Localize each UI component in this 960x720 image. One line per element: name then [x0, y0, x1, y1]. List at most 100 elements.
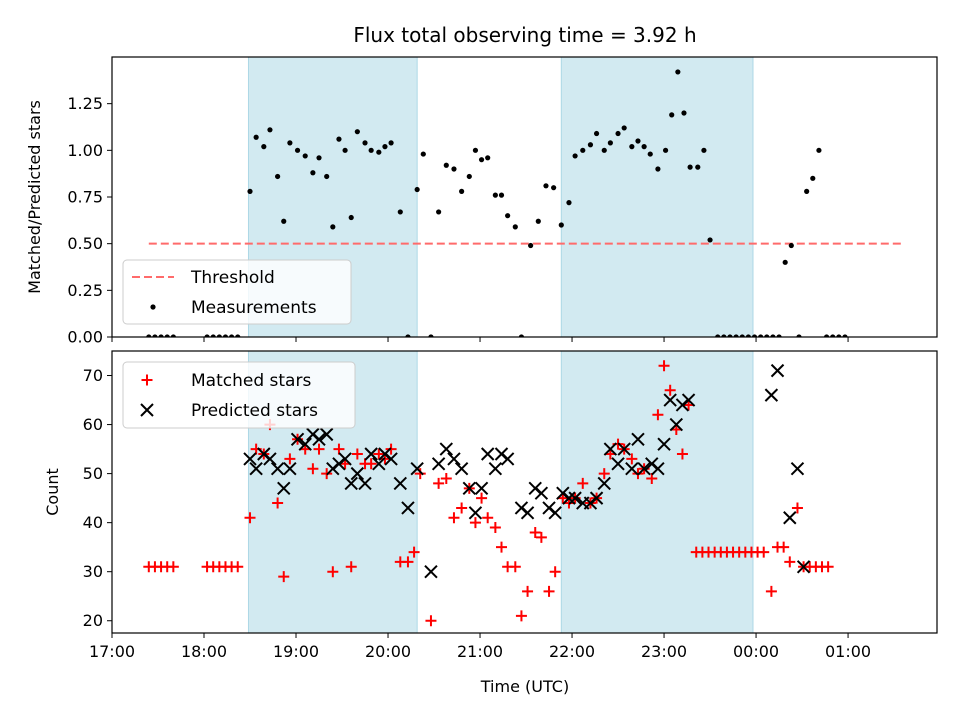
bottom-y-tick-label: 40: [83, 513, 103, 532]
matched-star-point: [351, 448, 363, 460]
bottom-y-tick-label: 60: [83, 415, 103, 434]
predicted-star-point: [520, 506, 535, 520]
predicted-star-point: [338, 452, 352, 466]
matched-star-point: [791, 502, 803, 514]
top-plot-area: [146, 69, 902, 337]
measurement-point: [405, 334, 411, 337]
predicted-star-point: [283, 461, 297, 476]
predicted-star-point: [500, 452, 515, 466]
matched-star-point: [440, 473, 452, 485]
x-tick-label: 19:00: [273, 642, 319, 661]
matched-star-point: [535, 531, 547, 543]
top-y-tick-label: 0.25: [67, 281, 103, 300]
predicted-star-point: [372, 457, 386, 471]
matched-star-point: [448, 512, 460, 524]
measurement-point: [216, 334, 222, 337]
predicted-star-point: [534, 486, 549, 500]
x-axis-label: Time (UTC): [480, 677, 569, 696]
measurement-point: [804, 188, 810, 194]
predicted-star-point: [657, 437, 671, 451]
x-tick-label: 23:00: [641, 642, 687, 661]
matched-star-point: [414, 468, 426, 480]
bottom-series-1: [243, 363, 811, 579]
measurement-point: [210, 334, 216, 337]
measurement-point: [669, 112, 675, 118]
predicted-star-point: [410, 461, 424, 476]
matched-star-point: [476, 492, 488, 504]
predicted-star-point: [277, 481, 291, 496]
matched-star-point: [778, 541, 790, 553]
matched-star-point: [549, 566, 561, 578]
measurement-point: [621, 125, 627, 131]
measurement-point: [587, 142, 594, 148]
predicted-star-point: [488, 461, 503, 476]
predicted-star-point: [468, 506, 483, 520]
predicted-star-point: [474, 481, 489, 496]
predicted-star-point: [249, 461, 263, 476]
matched-star-point: [652, 409, 664, 421]
measurement-point: [715, 334, 721, 337]
measurement-point: [695, 164, 701, 170]
measurement-point: [687, 164, 693, 170]
measurement-point: [830, 334, 836, 337]
matched-star-point: [646, 473, 658, 485]
measurement-point: [543, 183, 549, 189]
measurement-point: [146, 334, 152, 337]
predicted-star-point: [424, 564, 438, 579]
matched-star-point: [784, 556, 796, 568]
matched-star-point: [425, 615, 437, 627]
matched-star-point: [408, 546, 420, 558]
top-shaded-span-1: [560, 56, 754, 338]
measurement-point: [376, 149, 382, 155]
matched-star-point: [244, 512, 256, 524]
measurement-point: [382, 144, 388, 150]
predicted-star-point: [364, 447, 378, 461]
measurement-point: [758, 334, 764, 337]
measurement-point: [745, 334, 751, 337]
top-y-tick-label: 0.50: [67, 234, 103, 253]
measurement-point: [472, 147, 479, 153]
predicted-star-point: [783, 511, 797, 525]
measurement-point: [466, 173, 472, 180]
predicted-star-point: [562, 491, 576, 505]
measurement-point: [235, 334, 241, 337]
measurement-point: [601, 147, 607, 153]
predicted-star-point: [568, 491, 582, 505]
matched-star-point: [469, 517, 481, 529]
matched-star-point: [626, 453, 638, 465]
predicted-star-point: [790, 461, 805, 476]
measurement-point: [287, 140, 293, 146]
measurement-point: [782, 259, 788, 265]
measurement-point: [478, 157, 485, 163]
measurement-point: [397, 209, 403, 215]
top-panel: 0.00 0.25 0.50 0.75 1.00 1.25 Threshold Measure…: [67, 56, 938, 347]
top-y-axis-label: Matched/Predicted stars: [25, 100, 44, 294]
measurement-point: [451, 166, 457, 172]
x-tick-label: 01:00: [825, 642, 871, 661]
matched-star-point: [664, 384, 676, 396]
measurement-point: [572, 153, 578, 159]
predicted-star-point: [651, 461, 665, 476]
measurement-point: [222, 334, 229, 337]
legend-measurement-label: Measurements: [191, 298, 317, 318]
legend-matched-label: Matched stars: [191, 371, 311, 391]
measurement-point: [330, 224, 336, 230]
measurement-point: [336, 136, 342, 142]
measurement-point: [281, 218, 287, 224]
predicted-star-point: [447, 452, 461, 466]
measurement-point: [362, 140, 368, 146]
measurement-point: [348, 214, 354, 221]
predicted-star-point: [384, 452, 398, 466]
predicted-star-point: [603, 442, 618, 456]
predicted-star-point: [263, 452, 277, 466]
matched-star-point: [373, 448, 385, 460]
predicted-star-point: [439, 442, 454, 456]
predicted-star-point: [243, 452, 257, 466]
predicted-star-point: [350, 466, 365, 481]
measurement-point: [443, 162, 449, 168]
matched-star-point: [402, 556, 414, 568]
measurement-point: [505, 213, 511, 219]
matched-star-point: [543, 585, 555, 597]
x-tick-label: 20:00: [365, 642, 411, 661]
